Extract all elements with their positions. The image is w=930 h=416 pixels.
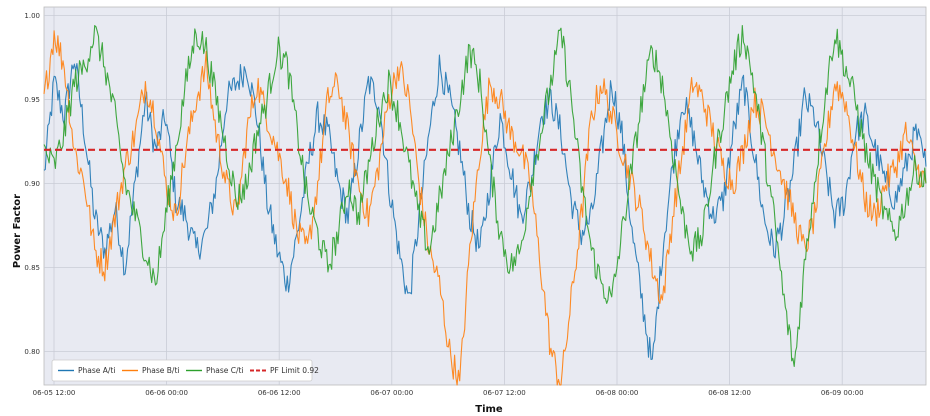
x-tick-labels: 06-05 12:00 06-06 00:00 06-06 12:00 06-07 0… [33,389,864,397]
x-tick-label: 06-08 12:00 [708,389,751,397]
series-line-2 [43,30,927,386]
y-tick-labels: 1.00 0.95 0.90 0.85 0.80 [24,12,40,356]
x-tick-label: 06-06 00:00 [145,389,188,397]
legend-label: PF Limit 0.92 [270,366,319,375]
x-tick-label: 06-07 12:00 [483,389,526,397]
y-tick-label: 1.00 [24,12,40,20]
x-tick-label: 06-05 12:00 [33,389,76,397]
y-axis-title: Power Factor [12,194,23,268]
legend-label: Phase B/ti [142,366,179,375]
x-tick-label: 06-08 00:00 [596,389,639,397]
x-tick-label: 06-09 00:00 [821,389,864,397]
series-line-1 [43,54,927,361]
y-tick-label: 0.90 [24,180,40,188]
y-tick-label: 0.95 [24,96,40,104]
y-tick-label: 0.85 [24,264,40,272]
legend-label: Phase C/ti [206,366,244,375]
x-axis-title: Time [475,404,503,415]
legend-box [51,359,313,382]
series-line-3 [43,24,927,367]
plot-area [43,6,927,386]
series-layer [43,24,927,386]
x-tick-label: 06-07 00:00 [370,389,413,397]
grid-layer [44,7,926,385]
legend: Phase A/ti Phase B/ti Phase C/ti PF Limit 0… [51,359,319,382]
y-tick-label: 0.80 [24,348,40,356]
legend-items: Phase A/ti Phase B/ti Phase C/ti PF Limit 0… [58,366,319,375]
legend-label: Phase A/ti [78,366,115,375]
x-tick-label: 06-06 12:00 [258,389,301,397]
